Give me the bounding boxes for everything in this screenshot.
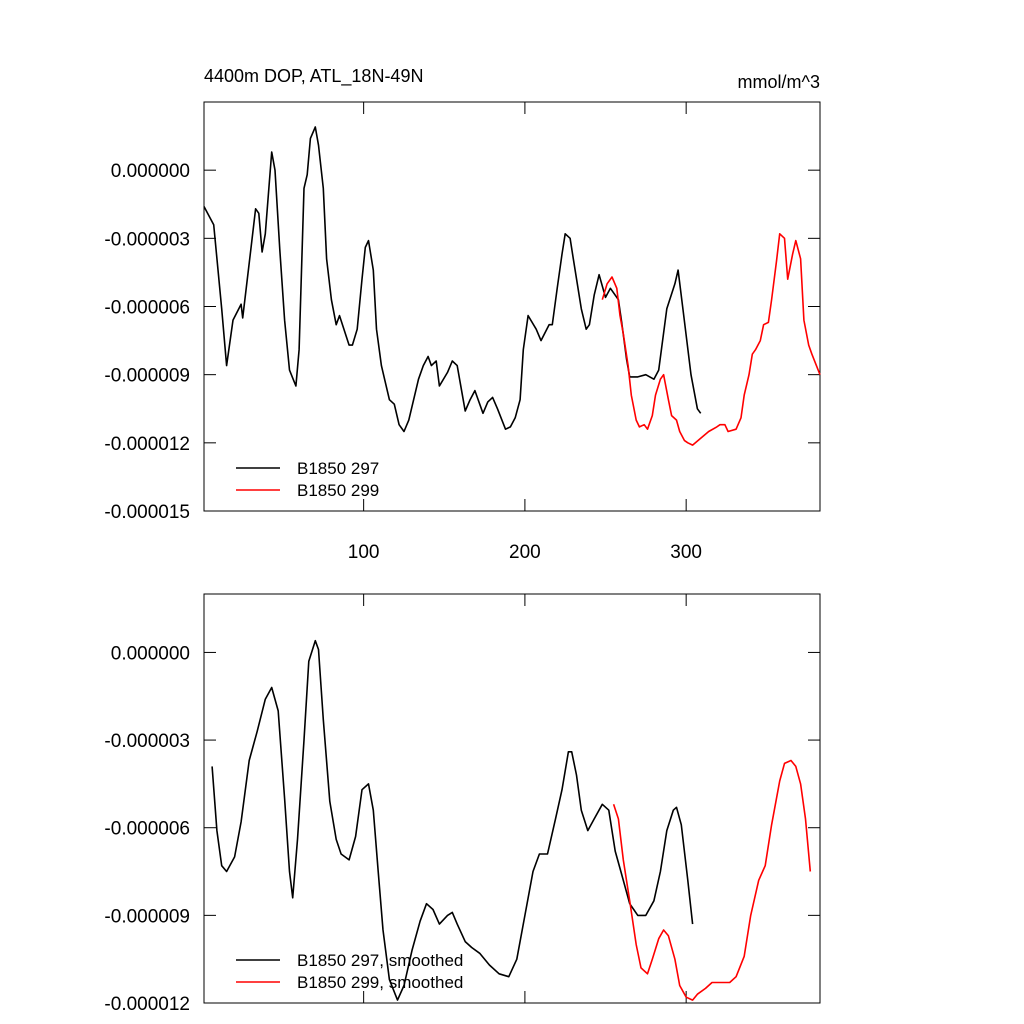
series-line xyxy=(612,759,812,1001)
legend-label: B1850 299 xyxy=(297,481,379,500)
x-tick-label: 100 xyxy=(348,542,380,563)
y-tick-label: 0.000000 xyxy=(111,643,190,664)
units-label: mmol/m^3 xyxy=(738,72,820,92)
y-tick-label: -0.000009 xyxy=(104,366,190,387)
y-tick-label: -0.000009 xyxy=(104,906,190,927)
panel: -0.000012 -0.000009 -0.000006 -0.000003 0.00… xyxy=(104,593,821,1015)
x-tick-label: 200 xyxy=(509,542,541,563)
y-tick-label: -0.000003 xyxy=(104,731,190,752)
plot-frame xyxy=(203,593,821,1004)
y-tick-label: 0.000000 xyxy=(111,161,190,182)
plot-frame xyxy=(203,101,821,512)
series-line xyxy=(203,126,702,433)
series-line xyxy=(211,639,694,1001)
y-tick-label: -0.000012 xyxy=(104,994,190,1015)
y-tick-label: -0.000006 xyxy=(104,298,190,319)
y-tick-label: -0.000012 xyxy=(104,434,190,455)
panel: 4400m DOP, ATL_18N-49N mmol/m^3 -0.000015 -… xyxy=(104,66,821,563)
y-tick-label: -0.000003 xyxy=(104,229,190,250)
legend-label: B1850 297, smoothed xyxy=(297,951,463,970)
x-tick-label: 300 xyxy=(670,542,702,563)
chart-title: 4400m DOP, ATL_18N-49N xyxy=(204,66,423,87)
legend-label: B1850 297 xyxy=(297,459,379,478)
series-line xyxy=(601,233,821,446)
y-tick-label: -0.000015 xyxy=(104,502,190,523)
y-tick-label: -0.000006 xyxy=(104,819,190,840)
legend-label: B1850 299, smoothed xyxy=(297,973,463,992)
